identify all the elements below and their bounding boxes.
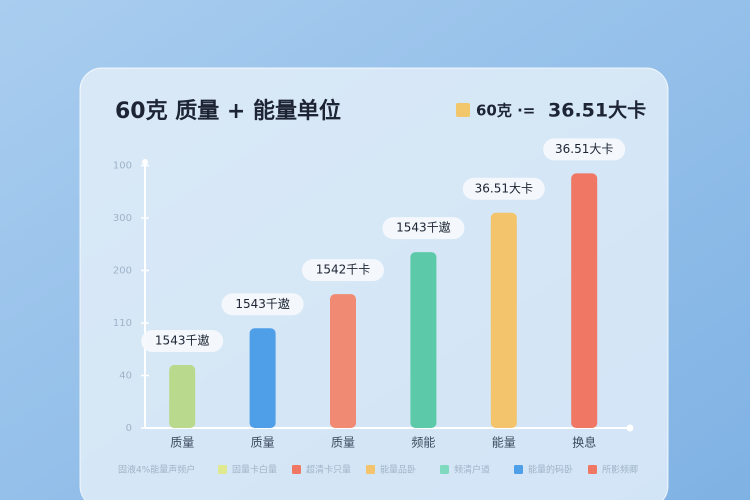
legend-label: 频清户道 xyxy=(454,464,490,476)
bar xyxy=(330,294,356,428)
legend-swatch xyxy=(440,465,449,474)
x-tick-label: 频能 xyxy=(411,436,435,450)
bar-label-bg xyxy=(141,330,224,352)
legend-swatch xyxy=(218,465,227,474)
card xyxy=(79,67,669,500)
note-value: 36.51大卡 xyxy=(548,99,646,122)
note-label: 60克 ·= xyxy=(476,102,535,120)
bar-label-bg xyxy=(221,293,304,316)
legend-label: 能量的码卧 xyxy=(528,464,573,476)
bar-label: 36.51大卡 xyxy=(555,142,613,156)
note-swatch xyxy=(456,103,470,117)
legend-label: 超清卡只量 xyxy=(306,464,351,476)
chart-title: 60克 质量 + 能量单位 xyxy=(115,98,341,124)
y-tick-label: 110 xyxy=(113,318,132,329)
axis-end xyxy=(142,159,148,165)
x-tick-label: 质量 xyxy=(251,436,275,450)
bar-label-bg xyxy=(302,259,384,282)
legend-label: 能量品卧 xyxy=(380,464,416,476)
bar xyxy=(490,212,517,428)
x-tick-label: 质量 xyxy=(331,436,355,450)
legend-label: 所影频卿 xyxy=(602,464,638,476)
bar-label-bg xyxy=(543,138,626,161)
y-tick-label: 300 xyxy=(113,213,132,224)
legend-caption: 固液4%能量声频户 xyxy=(118,464,195,476)
bar-label-bg xyxy=(462,177,545,200)
y-tick-label: 100 xyxy=(113,161,132,172)
legend-swatch xyxy=(366,465,375,474)
x-tick-label: 换息 xyxy=(572,435,596,450)
bar xyxy=(410,252,437,428)
legend-swatch xyxy=(588,465,597,474)
bar xyxy=(571,173,598,428)
legend-swatch xyxy=(292,465,301,474)
bar xyxy=(249,328,276,428)
y-tick-label: 40 xyxy=(119,371,132,382)
y-tick-label: 200 xyxy=(113,266,132,277)
x-tick-label: 质量 xyxy=(170,436,194,450)
bar-label-bg xyxy=(382,217,465,240)
legend-label: 固量卡白量 xyxy=(232,464,277,476)
bar-label: 1543千遨 xyxy=(396,221,451,235)
bar xyxy=(169,365,196,428)
axis-end xyxy=(626,424,634,432)
bar-label: 36.51大卡 xyxy=(475,181,533,195)
bar-label: 1542千卡 xyxy=(316,263,371,277)
x-tick-label: 能量 xyxy=(492,436,516,450)
bar-label: 1543千遨 xyxy=(155,334,210,348)
y-tick-label: 0 xyxy=(126,423,132,434)
bar-label: 1543千遨 xyxy=(235,297,290,311)
legend-swatch xyxy=(514,465,523,474)
